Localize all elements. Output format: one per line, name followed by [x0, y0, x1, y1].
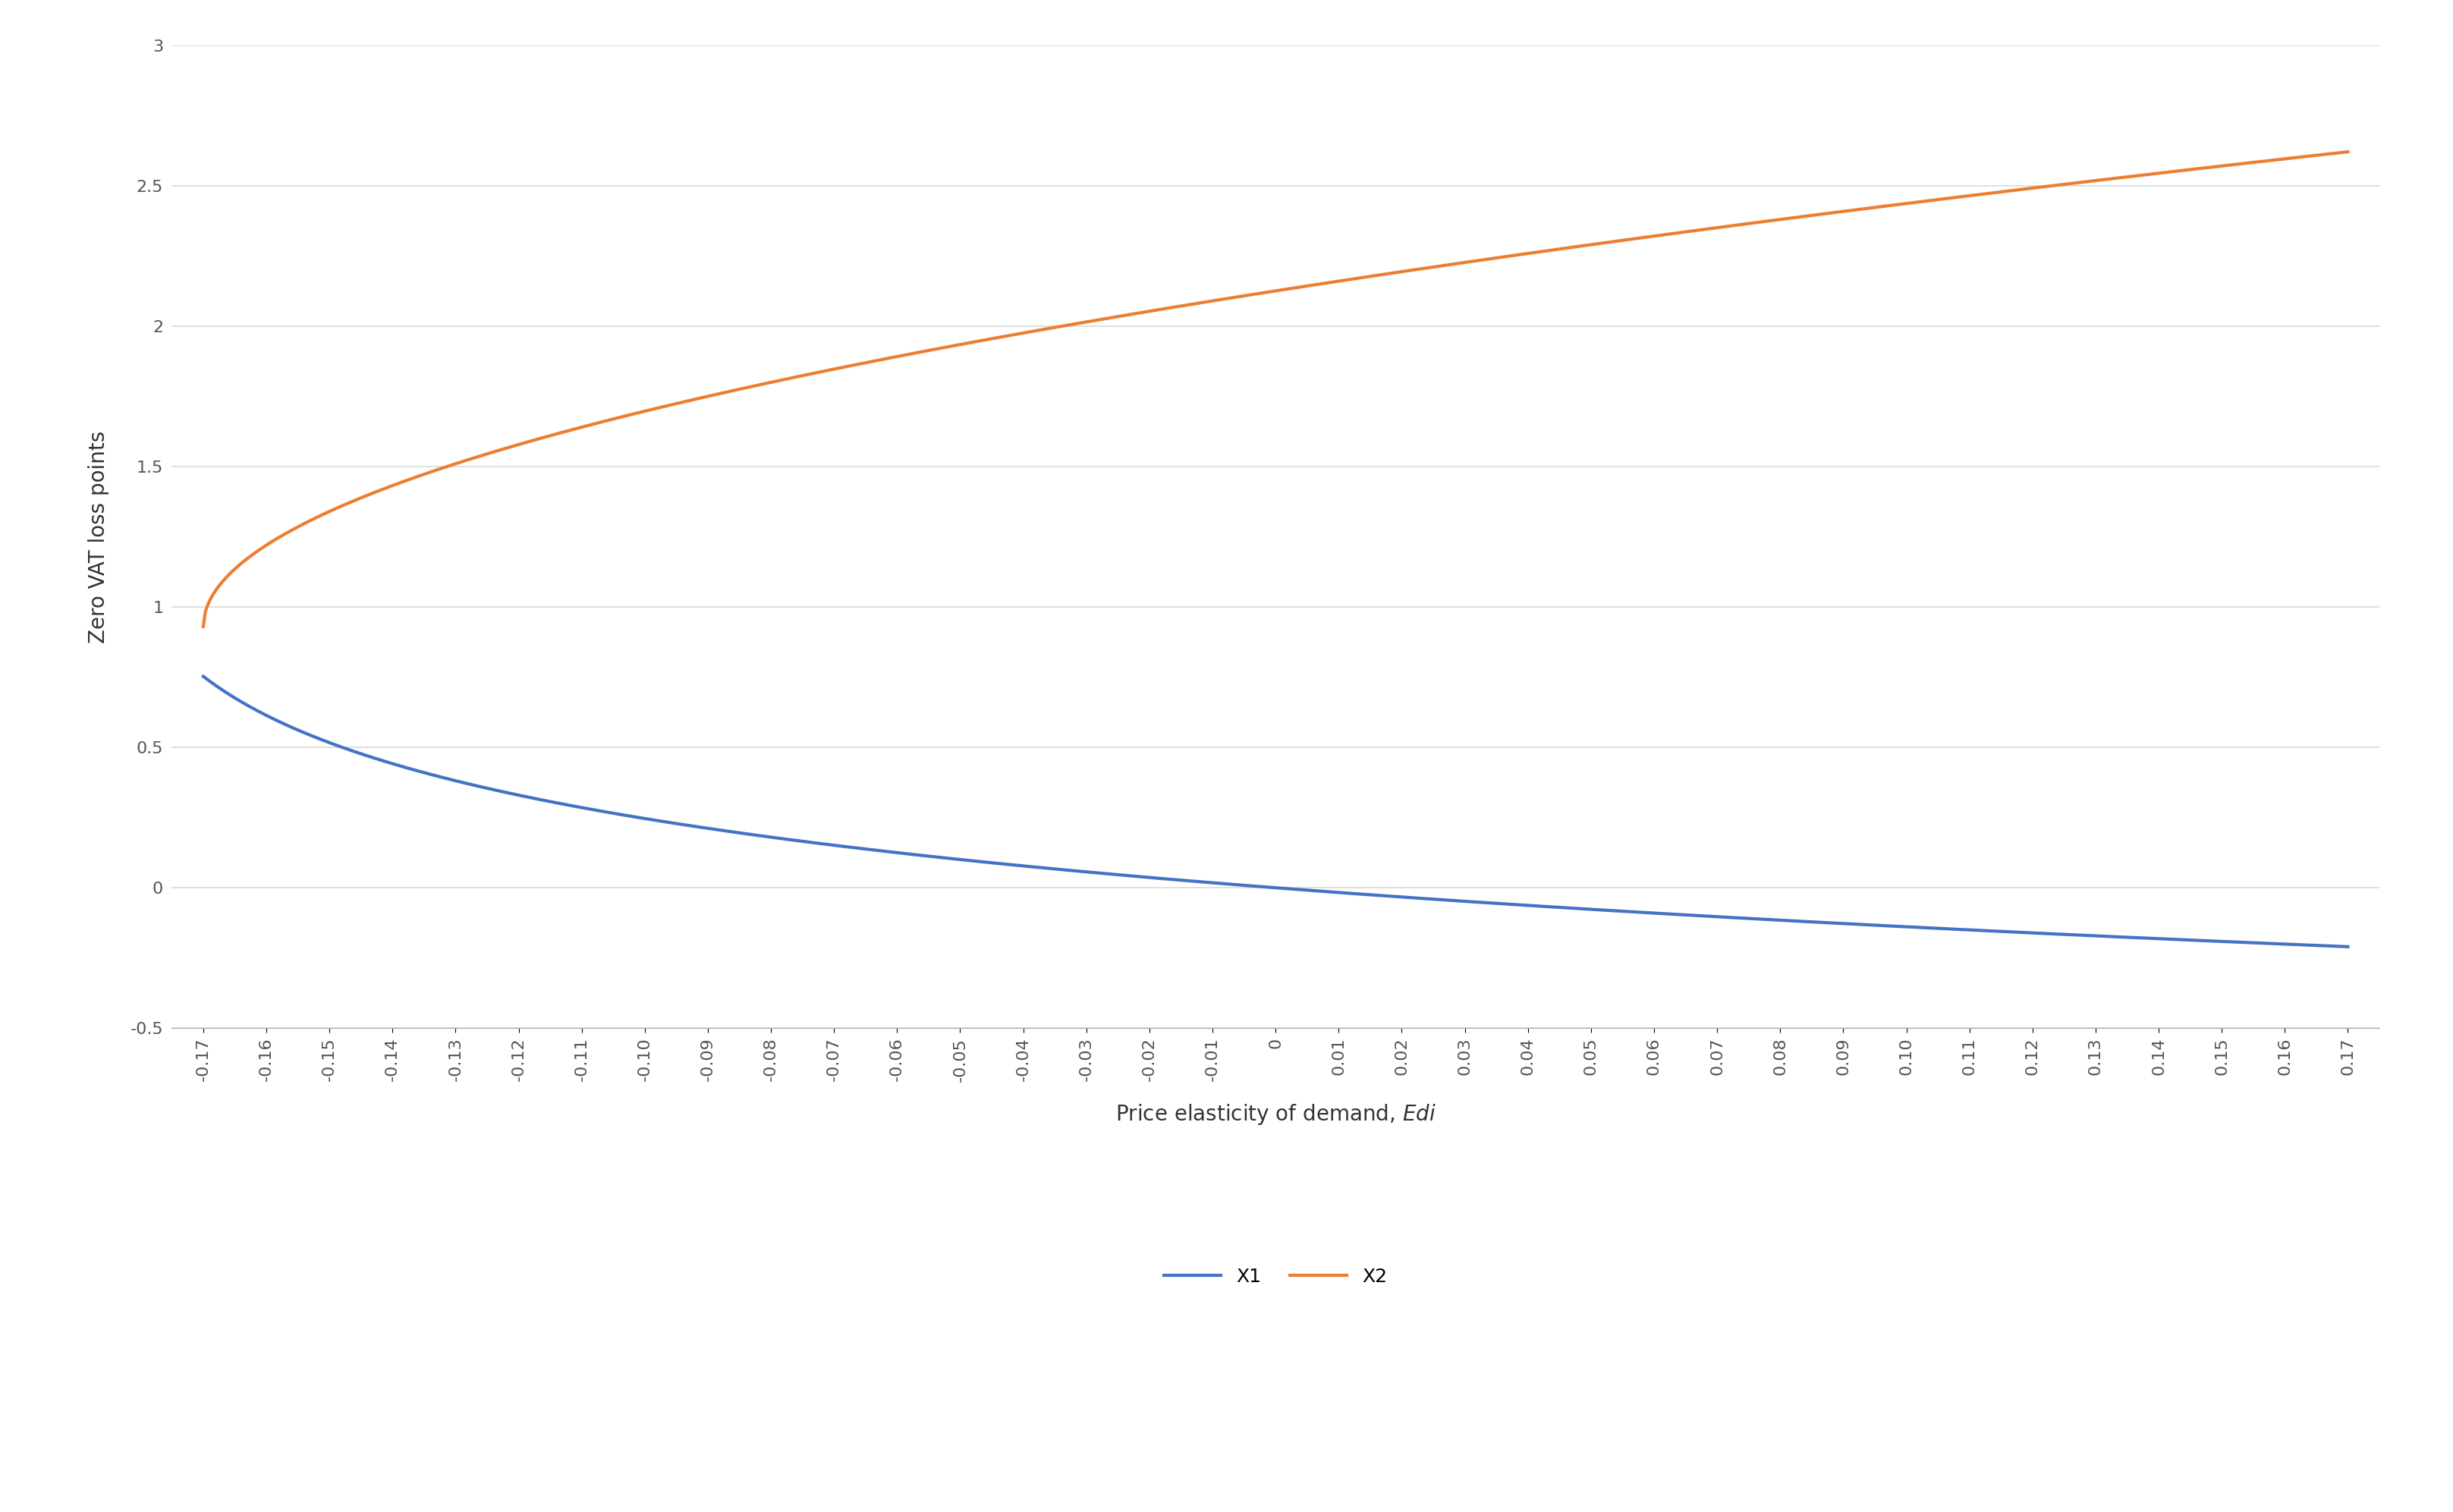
Line: X1: X1	[204, 676, 2348, 947]
X1	[1661, 906, 1690, 924]
X1	[1862, 916, 1891, 934]
Y-axis label: Zero VAT loss points: Zero VAT loss points	[88, 431, 108, 643]
X2	[1862, 198, 1891, 216]
X2	[1661, 224, 1690, 242]
X2	[2333, 142, 2362, 160]
X1	[1133, 868, 1163, 886]
X2	[1133, 302, 1163, 321]
X1	[2333, 937, 2362, 956]
X2	[189, 617, 218, 635]
X1	[407, 764, 437, 782]
X1	[189, 667, 218, 685]
X1	[1899, 918, 1928, 936]
X1	[1055, 862, 1084, 880]
Legend: X1, X2: X1, X2	[1155, 1259, 1396, 1294]
X2	[1055, 316, 1084, 334]
X2	[1899, 194, 1928, 212]
X2	[407, 466, 437, 484]
Line: X2: X2	[204, 151, 2348, 626]
X-axis label: Price elasticity of demand, $\it{Edi}$: Price elasticity of demand, $\it{Edi}$	[1116, 1102, 1435, 1126]
